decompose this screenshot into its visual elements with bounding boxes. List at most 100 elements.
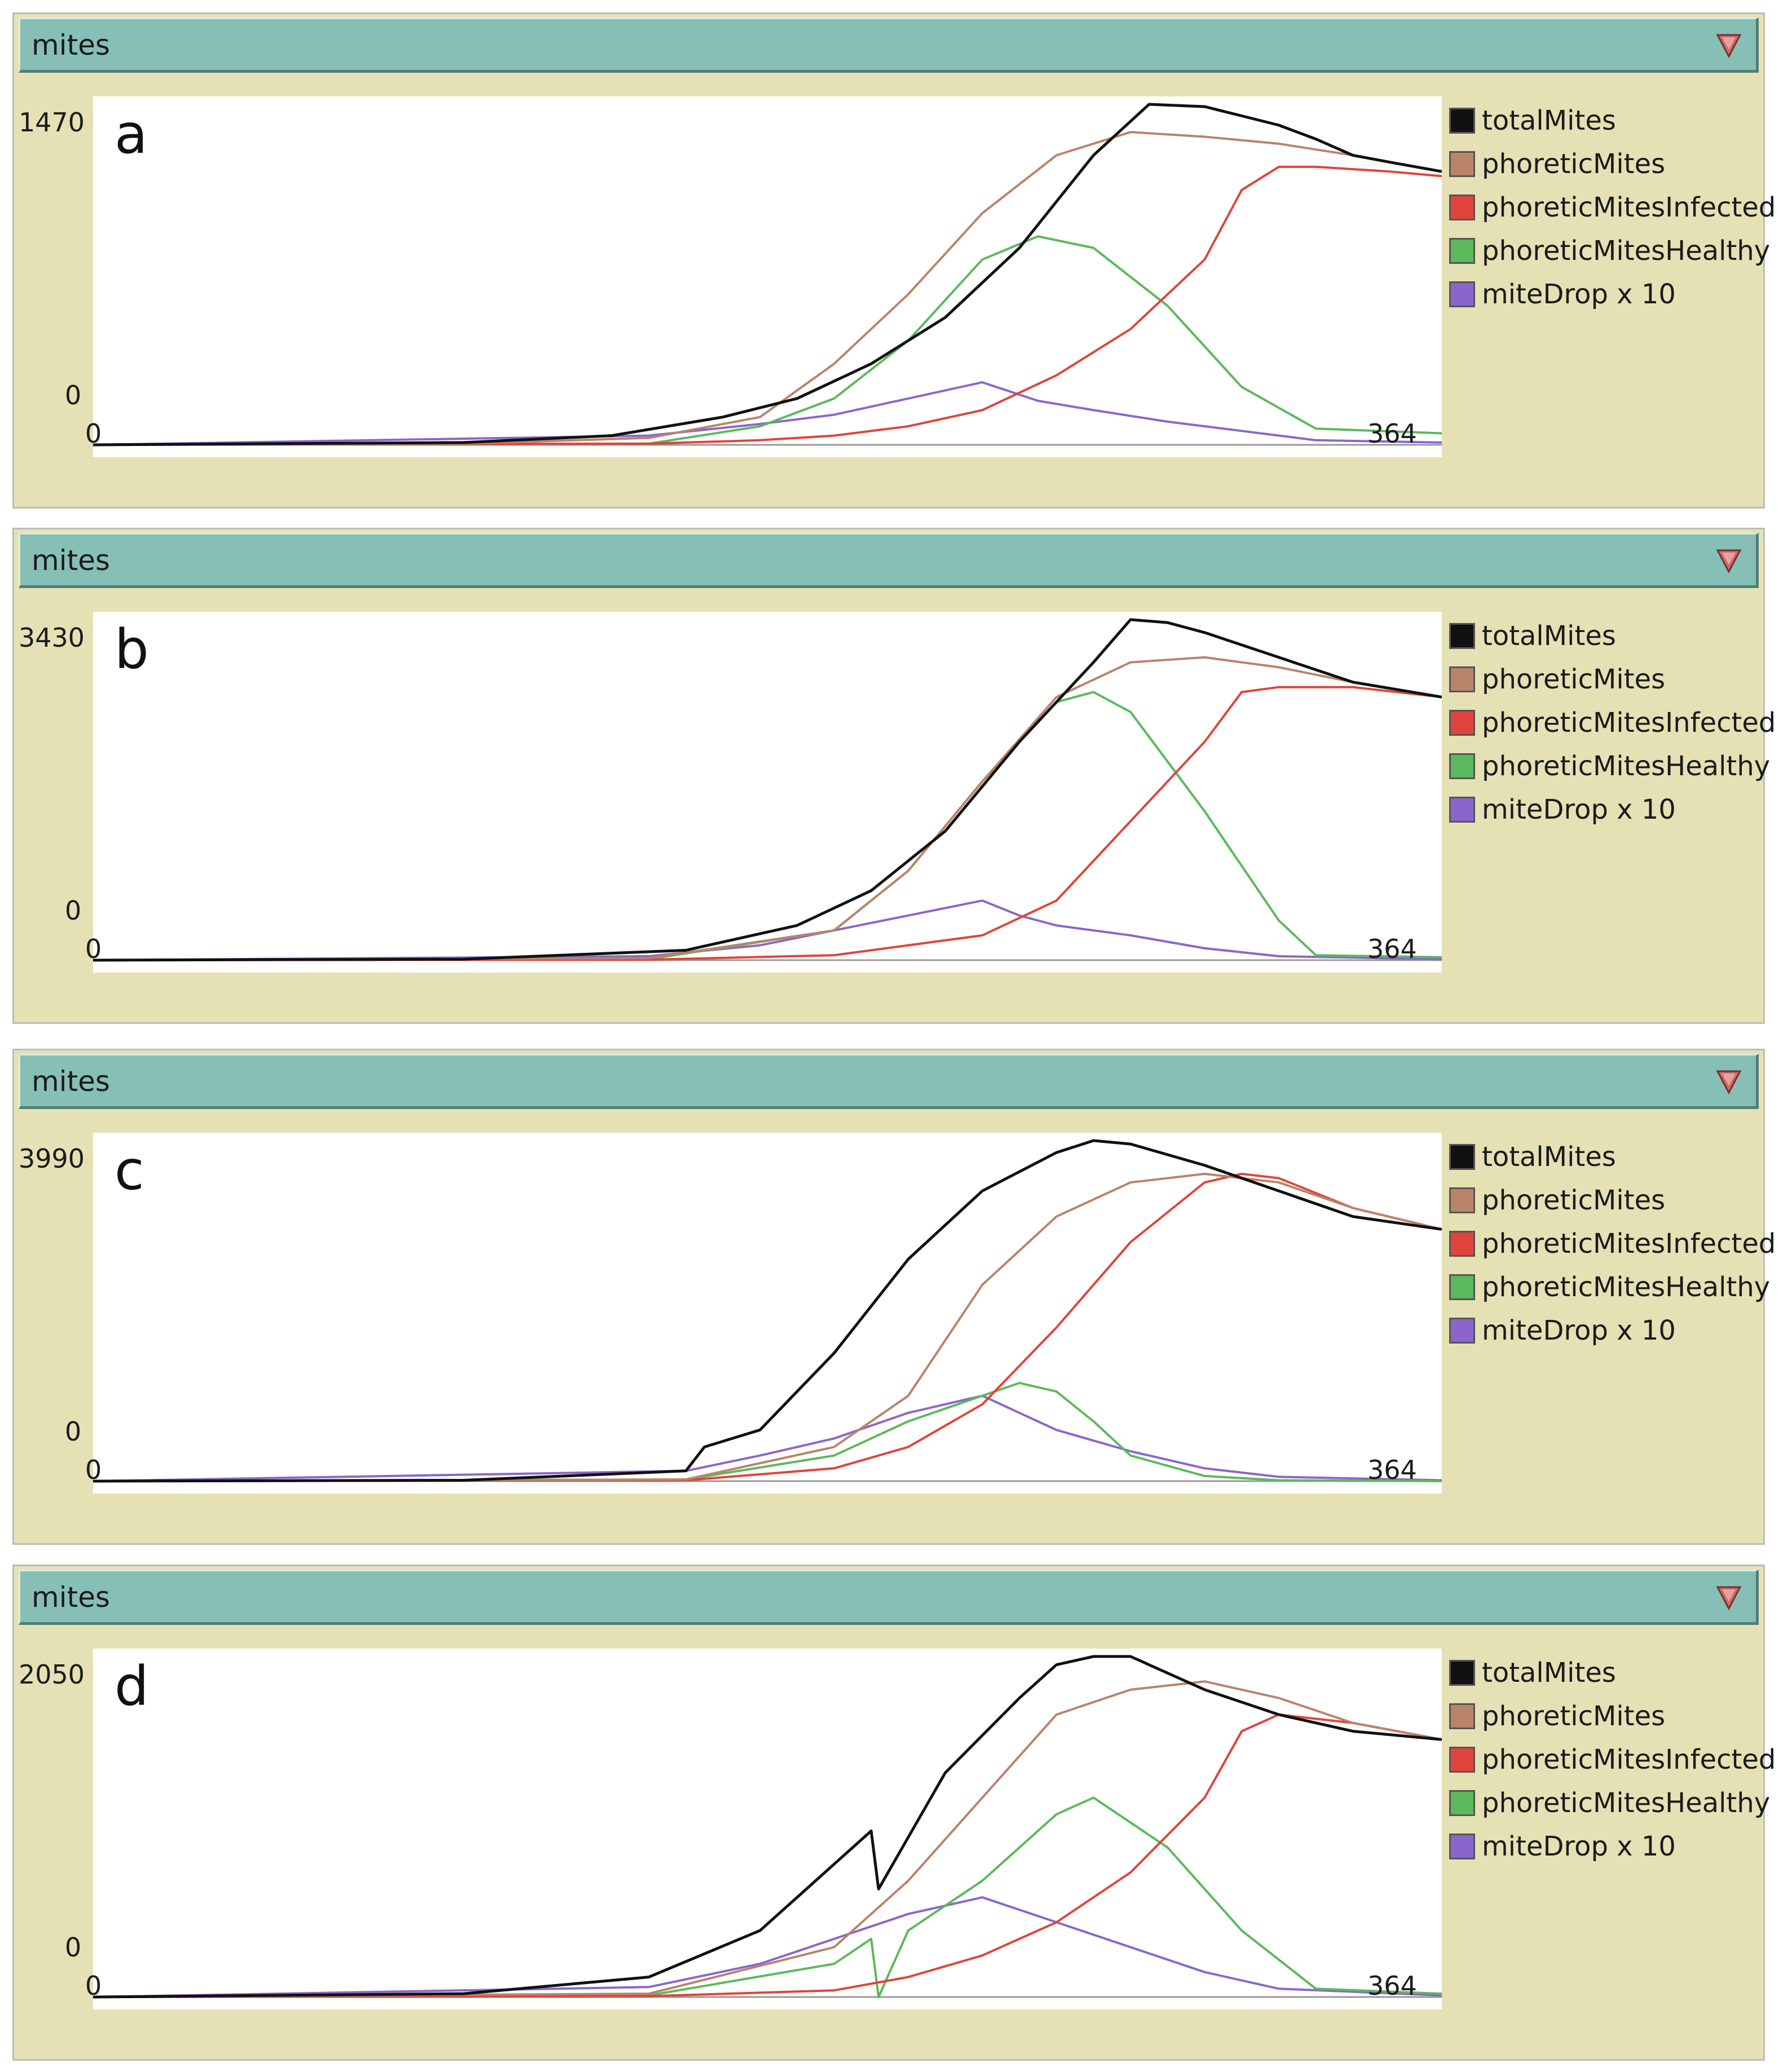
y-axis-min-label: 0 xyxy=(65,1416,82,1447)
legend-item: totalMites xyxy=(1449,1135,1776,1178)
legend-item: phoreticMitesInfected xyxy=(1449,185,1776,229)
plot-title: mites xyxy=(32,544,111,577)
plot-area xyxy=(93,1133,1442,1494)
legend: totalMites phoreticMites phoreticMitesInfe… xyxy=(1449,1135,1776,1352)
legend-label: totalMites xyxy=(1482,1141,1616,1173)
x-axis-min-label: 0 xyxy=(85,934,102,964)
plot-title: mites xyxy=(32,1581,111,1614)
legend-item: phoreticMitesHealthy xyxy=(1449,744,1776,788)
legend-swatch xyxy=(1449,1659,1475,1686)
legend-item: phoreticMitesInfected xyxy=(1449,701,1776,744)
legend-label: miteDrop x 10 xyxy=(1482,1314,1676,1346)
plot-panel-b: mites 3430 0 b 0 364 totalMites phoreticM… xyxy=(12,528,1776,1024)
legend-label: miteDrop x 10 xyxy=(1482,1830,1676,1862)
series-line-mitedrop-x-10 xyxy=(93,1896,1442,1998)
plot-titlebar[interactable]: mites xyxy=(19,533,1759,588)
series-line-phoreticmitesinfected xyxy=(93,165,1442,446)
plot-title: mites xyxy=(32,29,111,61)
legend-label: totalMites xyxy=(1482,1656,1616,1689)
legend-swatch xyxy=(1449,1187,1475,1213)
legend-label: miteDrop x 10 xyxy=(1482,793,1676,825)
plot-title: mites xyxy=(32,1065,111,1098)
legend-label: phoreticMites xyxy=(1482,663,1666,695)
legend-swatch xyxy=(1449,1230,1475,1257)
legend-swatch xyxy=(1449,151,1475,177)
chart-svg xyxy=(93,1139,1442,1483)
legend-swatch xyxy=(1449,709,1475,736)
y-axis-max-label: 2050 xyxy=(19,1659,85,1690)
legend-label: phoreticMitesHealthy xyxy=(1482,1271,1771,1303)
legend: totalMites phoreticMites phoreticMitesInfe… xyxy=(1449,99,1776,316)
legend-item: miteDrop x 10 xyxy=(1449,1309,1776,1352)
plot-titlebar[interactable]: mites xyxy=(19,17,1759,73)
legend-label: miteDrop x 10 xyxy=(1482,278,1676,310)
series-line-mitedrop-x-10 xyxy=(93,1394,1442,1482)
legend-label: phoreticMitesInfected xyxy=(1482,1743,1776,1775)
legend-item: totalMites xyxy=(1449,1651,1776,1694)
series-line-phoreticmiteshealthy xyxy=(93,235,1442,446)
x-axis-max-label: 364 xyxy=(1367,934,1417,964)
series-line-totalmites xyxy=(93,1139,1442,1483)
legend-item: miteDrop x 10 xyxy=(1449,788,1776,831)
legend-label: phoreticMites xyxy=(1482,1700,1666,1732)
series-line-phoreticmiteshealthy xyxy=(93,1796,1442,1998)
legend-swatch xyxy=(1449,281,1475,307)
legend-item: totalMites xyxy=(1449,99,1776,142)
series-line-phoreticmitesinfected xyxy=(93,686,1442,961)
series-line-phoreticmitesinfected xyxy=(93,1173,1442,1482)
series-line-phoreticmites xyxy=(93,656,1442,961)
legend-item: phoreticMitesHealthy xyxy=(1449,1781,1776,1824)
x-axis-min-label: 0 xyxy=(85,418,102,449)
legend-swatch xyxy=(1449,1143,1475,1170)
chart-svg xyxy=(93,1655,1442,1999)
legend-label: totalMites xyxy=(1482,620,1616,652)
legend-label: phoreticMitesInfected xyxy=(1482,1227,1776,1260)
y-axis-max-label: 3430 xyxy=(19,622,85,653)
plot-titlebar[interactable]: mites xyxy=(19,1054,1759,1109)
plot-titlebar[interactable]: mites xyxy=(19,1570,1759,1625)
legend-swatch xyxy=(1449,1703,1475,1729)
y-axis-min-label: 0 xyxy=(65,895,82,926)
series-line-phoreticmiteshealthy xyxy=(93,691,1442,961)
x-axis-max-label: 364 xyxy=(1367,1455,1417,1485)
series-line-phoreticmites xyxy=(93,1680,1442,1998)
dropdown-arrow-icon[interactable] xyxy=(1714,30,1743,60)
plot-panel-c: mites 3990 0 c 0 364 totalMites phoreticM… xyxy=(12,1049,1776,1545)
series-line-totalmites xyxy=(93,618,1442,962)
series-line-phoreticmitesinfected xyxy=(93,1713,1442,1998)
legend-swatch xyxy=(1449,796,1475,823)
y-axis-min-label: 0 xyxy=(65,1932,82,1963)
panel-letter: c xyxy=(114,1139,144,1202)
legend-swatch xyxy=(1449,666,1475,692)
legend-swatch xyxy=(1449,237,1475,264)
legend-item: phoreticMitesInfected xyxy=(1449,1738,1776,1781)
legend-item: phoreticMites xyxy=(1449,1694,1776,1738)
panel-letter: a xyxy=(114,103,148,166)
chart-svg xyxy=(93,103,1442,447)
x-axis-min-label: 0 xyxy=(85,1971,102,2001)
dropdown-arrow-icon[interactable] xyxy=(1714,546,1743,575)
legend-item: phoreticMitesHealthy xyxy=(1449,229,1776,272)
legend-label: phoreticMitesHealthy xyxy=(1482,235,1771,267)
series-line-phoreticmites xyxy=(93,131,1442,446)
legend: totalMites phoreticMites phoreticMitesInfe… xyxy=(1449,1651,1776,1868)
legend-item: phoreticMitesHealthy xyxy=(1449,1265,1776,1309)
legend-swatch xyxy=(1449,107,1475,134)
panel-letter: b xyxy=(114,618,149,681)
legend-swatch xyxy=(1449,194,1475,220)
legend-label: totalMites xyxy=(1482,104,1616,136)
dropdown-arrow-icon[interactable] xyxy=(1714,1067,1743,1096)
series-line-mitedrop-x-10 xyxy=(93,899,1442,961)
x-axis-max-label: 364 xyxy=(1367,1971,1417,2001)
legend-swatch xyxy=(1449,1317,1475,1344)
legend-label: phoreticMitesHealthy xyxy=(1482,750,1771,782)
legend-swatch xyxy=(1449,1746,1475,1773)
dropdown-arrow-icon[interactable] xyxy=(1714,1583,1743,1612)
y-axis-max-label: 1470 xyxy=(19,107,85,138)
x-axis-max-label: 364 xyxy=(1367,418,1417,449)
series-line-totalmites xyxy=(93,1655,1442,1999)
series-line-mitedrop-x-10 xyxy=(93,381,1442,446)
plot-area xyxy=(93,96,1442,457)
legend-label: phoreticMitesInfected xyxy=(1482,706,1776,739)
legend-swatch xyxy=(1449,1790,1475,1816)
